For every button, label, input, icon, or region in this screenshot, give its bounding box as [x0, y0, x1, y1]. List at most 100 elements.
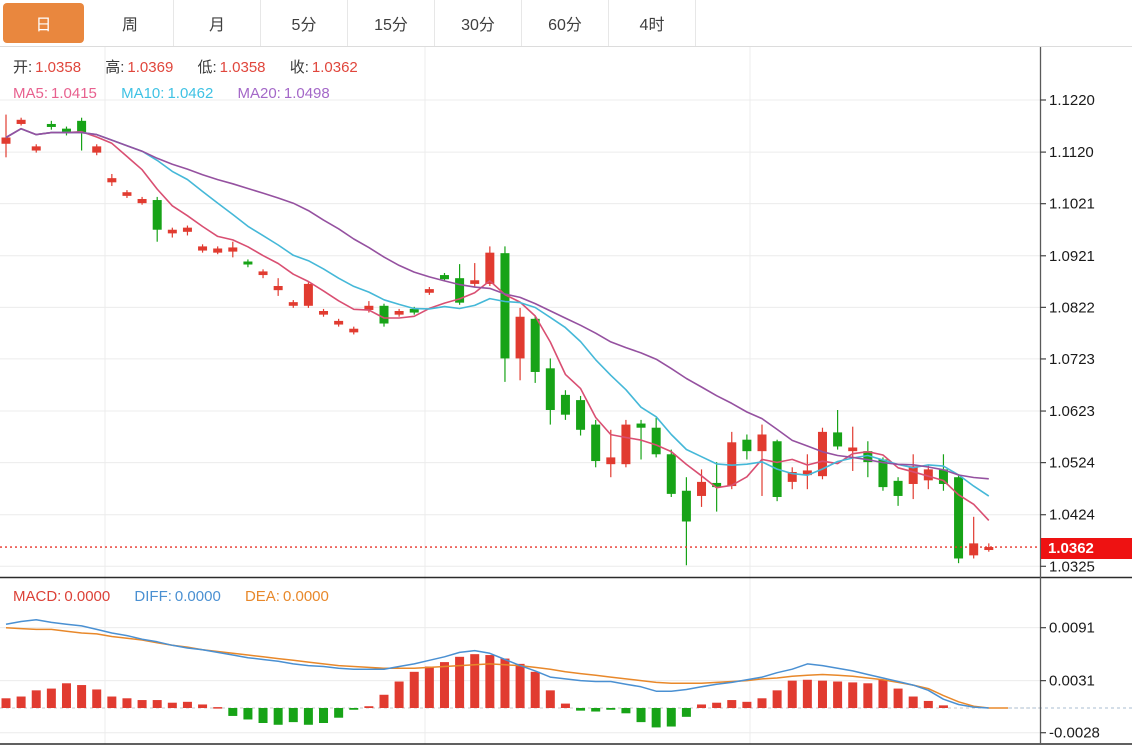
macd-bar — [817, 680, 827, 708]
candle-body — [878, 459, 888, 488]
candle-body — [470, 280, 480, 284]
macd-bar — [938, 705, 948, 708]
tab-week[interactable]: 周 — [87, 0, 174, 46]
timeframe-tabbar: 日 周 月 5分 15分 30分 60分 4时 — [0, 0, 1132, 47]
macd-legend: MACD: 0.0000 DIFF: 0.0000 DEA: 0.0000 — [13, 587, 349, 607]
candle-body — [954, 477, 964, 559]
macd-bar — [697, 704, 707, 708]
candle-body — [182, 227, 192, 232]
candle-body — [787, 471, 797, 482]
candle-body — [334, 320, 344, 325]
axis-tick-label: 0.0091 — [1049, 620, 1095, 637]
axis-tick-label: 1.1120 — [1049, 144, 1094, 161]
tab-60min[interactable]: 60分 — [522, 0, 609, 46]
ma5-line — [5, 127, 990, 521]
macd-bar — [303, 708, 313, 725]
macd-bar — [576, 708, 586, 711]
macd-bar — [802, 679, 812, 708]
tab-15min[interactable]: 15分 — [348, 0, 435, 46]
candle-body — [1, 137, 11, 144]
macd-bar — [394, 681, 404, 708]
macd-bar — [16, 696, 26, 708]
axis-tick-label: 1.0723 — [1049, 351, 1095, 368]
candle-body — [77, 120, 87, 133]
macd-bar — [213, 707, 223, 709]
candle-body — [243, 261, 253, 265]
macd-bar — [908, 696, 918, 708]
candle-body — [61, 128, 71, 133]
macd-bar — [833, 681, 843, 708]
ma10-line — [5, 127, 990, 497]
macd-bar — [319, 708, 329, 724]
macd-bar — [92, 689, 102, 708]
candle-body — [908, 466, 918, 484]
candle-body — [485, 252, 495, 284]
candle-body — [213, 248, 223, 253]
candle-body — [16, 119, 26, 124]
macd-bar — [243, 708, 253, 720]
candle-body — [409, 308, 419, 313]
candle-body — [893, 480, 903, 496]
ma-legend: MA5: 1.0415 MA10: 1.0462 MA20: 1.0498 — [13, 84, 350, 104]
candle-body — [349, 328, 359, 333]
axis-tick-label: 1.0524 — [1049, 455, 1095, 472]
macd-bar — [409, 671, 419, 708]
candle-body — [863, 451, 873, 463]
candle-body — [198, 246, 208, 251]
macd-bar — [485, 655, 495, 708]
macd-bar — [182, 701, 192, 708]
candle-body — [530, 318, 540, 372]
axis-tick-label: -0.0028 — [1049, 725, 1100, 742]
macd-bar — [863, 683, 873, 708]
macd-bar — [379, 694, 389, 708]
tab-30min[interactable]: 30分 — [435, 0, 522, 46]
macd-bar — [137, 700, 147, 708]
candle-body — [757, 434, 767, 452]
candle-body — [621, 424, 631, 465]
tab-5min[interactable]: 5分 — [261, 0, 348, 46]
macd-bar — [530, 671, 540, 708]
candle-body — [697, 481, 707, 496]
macd-bar — [273, 708, 283, 725]
candle-body — [424, 289, 434, 293]
macd-bar — [636, 708, 646, 723]
macd-bar — [439, 662, 449, 708]
candle-body — [319, 311, 329, 315]
tab-month[interactable]: 月 — [174, 0, 261, 46]
macd-bar — [621, 708, 631, 714]
high-readout: 高: 1.0369 — [105, 59, 174, 76]
tab-day[interactable]: 日 — [3, 3, 84, 43]
macd-bar — [77, 685, 87, 708]
candle-body — [515, 316, 525, 359]
macd-bar — [470, 654, 480, 708]
candle-body — [303, 283, 313, 306]
tab-4hour[interactable]: 4时 — [609, 0, 696, 46]
candle-body — [228, 247, 238, 252]
macd-bar — [258, 708, 268, 724]
candle-body — [984, 547, 994, 551]
macd-bar — [455, 656, 465, 708]
macd-bar — [772, 690, 782, 708]
candle-body — [394, 311, 404, 315]
candle-body — [545, 368, 555, 410]
macd-bar — [606, 708, 616, 710]
macd-bar — [152, 700, 162, 708]
ma20-readout: MA20: 1.0498 — [237, 85, 330, 102]
candle-body — [122, 192, 132, 196]
macd-bar — [757, 698, 767, 708]
macd-bar — [228, 708, 238, 716]
macd-bar — [515, 663, 525, 708]
macd-bar — [712, 702, 722, 708]
candle-body — [560, 394, 570, 415]
candle-body — [681, 490, 691, 522]
candle-body — [273, 285, 283, 291]
candle-body — [923, 469, 933, 481]
candle-body — [969, 543, 979, 556]
macd-bar — [167, 702, 177, 708]
candle-body — [288, 302, 298, 306]
macd-readout: MACD: 0.0000 — [13, 588, 111, 605]
candle-body — [152, 200, 162, 230]
candle-body — [92, 146, 102, 153]
axis-tick-label: 1.0325 — [1049, 558, 1095, 575]
